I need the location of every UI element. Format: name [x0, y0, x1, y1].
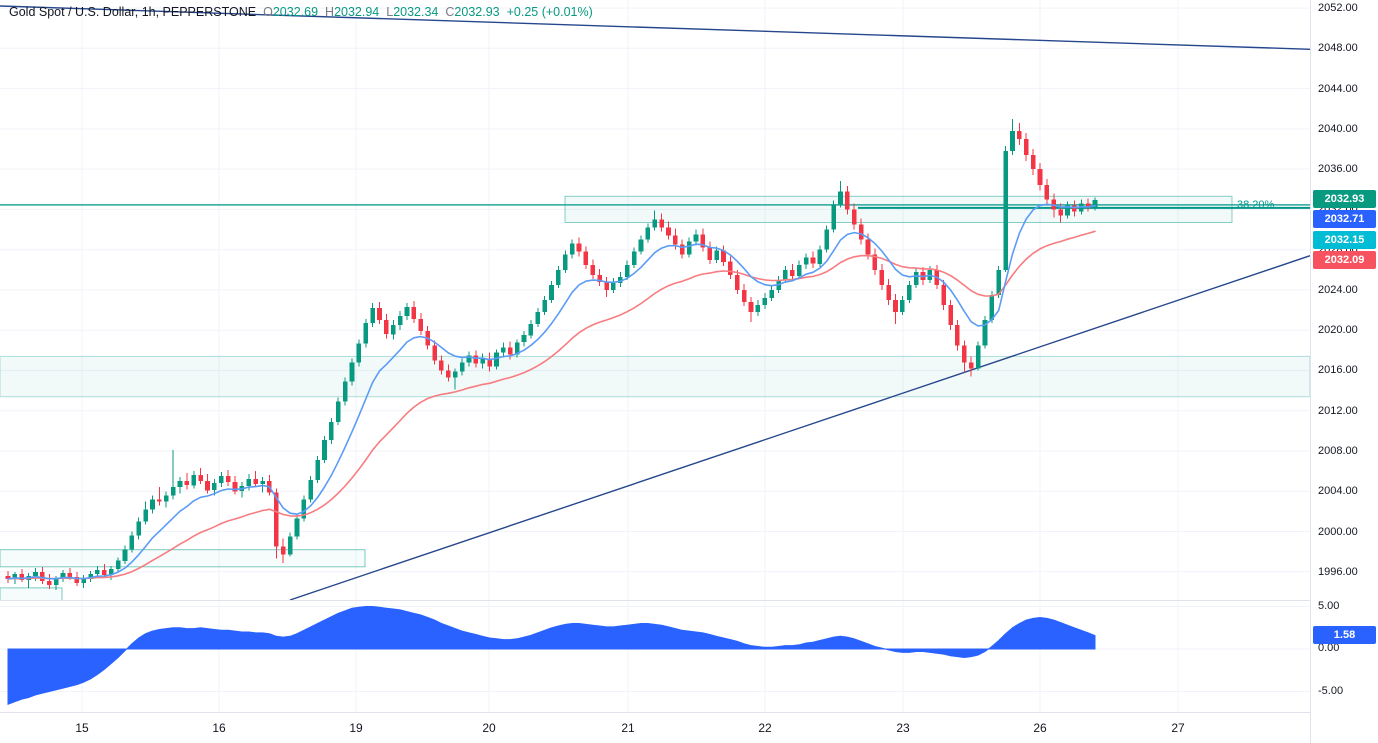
- ohlc-low-value: 2032.34: [393, 5, 439, 19]
- price-tick-label: 1996.00: [1318, 566, 1358, 578]
- price-tick-label: 2016.00: [1318, 364, 1358, 376]
- ohlc-high-label: H: [325, 5, 335, 19]
- time-axis-label: 27: [1171, 721, 1185, 735]
- price-tick-label: 2052.00: [1318, 2, 1358, 14]
- price-tick-label: 2000.00: [1318, 526, 1358, 538]
- price-tick-label: 2036.00: [1318, 163, 1358, 175]
- price-badge: 2032.71: [1313, 210, 1376, 228]
- ohlc-low-label: L: [386, 5, 394, 19]
- price-tick-label: 2012.00: [1318, 405, 1358, 417]
- time-axis-label: 19: [349, 721, 363, 735]
- time-axis-label: 21: [621, 721, 635, 735]
- indicator-pane[interactable]: [0, 600, 1310, 712]
- ohlc-open-label: O: [263, 5, 273, 19]
- time-axis-label: 23: [896, 721, 910, 735]
- time-axis-label: 15: [75, 721, 89, 735]
- indicator-tick-label: 0.00: [1318, 642, 1340, 654]
- ohlc-close-label: C: [445, 5, 455, 19]
- price-change-text: +0.25 (+0.01%): [506, 5, 593, 19]
- price-tick-label: 2044.00: [1318, 83, 1358, 95]
- main-price-pane[interactable]: Gold Spot / U.S. Dollar, 1h, PEPPERSTONE…: [0, 0, 1310, 600]
- price-tick-label: 2020.00: [1318, 324, 1358, 336]
- indicator-tick-label: -5.00: [1318, 685, 1344, 697]
- indicator-canvas[interactable]: [0, 601, 1310, 712]
- price-tick-label: 2004.00: [1318, 485, 1358, 497]
- fib-retracement-label[interactable]: 38.20%: [1237, 199, 1275, 211]
- time-axis-label: 26: [1033, 721, 1047, 735]
- indicator-value-badge: 1.58: [1313, 626, 1376, 644]
- price-chart-canvas[interactable]: [0, 0, 1310, 600]
- time-axis-label: 16: [212, 721, 226, 735]
- price-badge: 2032.93: [1313, 190, 1376, 208]
- price-tick-label: 2048.00: [1318, 42, 1358, 54]
- indicator-tick-label: 5.00: [1318, 600, 1340, 612]
- time-axis[interactable]: 15 16 19 20 21 22 23 26 27: [0, 712, 1310, 743]
- chart-legend: Gold Spot / U.S. Dollar, 1h, PEPPERSTONE…: [9, 5, 593, 19]
- ohlc-open-value: 2032.69: [272, 5, 319, 19]
- price-tick-label: 2008.00: [1318, 445, 1358, 457]
- price-tick-label: 2024.00: [1318, 284, 1358, 296]
- price-tick-label: 2040.00: [1318, 123, 1358, 135]
- time-axis-label: 22: [758, 721, 772, 735]
- price-badge: 2032.09: [1313, 251, 1376, 269]
- price-badge: 2032.15: [1313, 231, 1376, 249]
- ohlc-high-value: 2032.94: [334, 5, 380, 19]
- time-axis-label: 20: [482, 721, 496, 735]
- price-scale[interactable]: 2052.00 2048.00 2044.00 2040.00 2036.00 2032.…: [1310, 0, 1378, 743]
- ohlc-close-value: 2032.93: [454, 5, 500, 19]
- symbol-title[interactable]: Gold Spot / U.S. Dollar, 1h, PEPPERSTONE: [9, 5, 257, 19]
